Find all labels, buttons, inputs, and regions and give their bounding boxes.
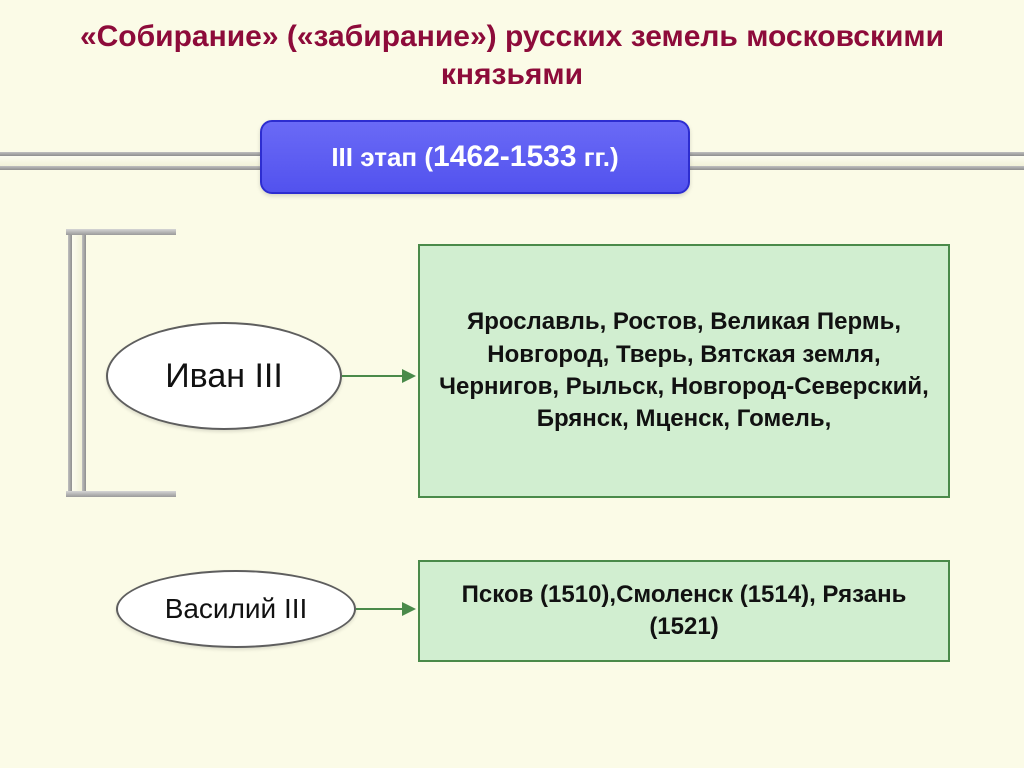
node-vasily-iii-label: Василий III (165, 593, 308, 625)
arrow-vasily-to-lands (356, 608, 404, 610)
node-vasily-lands-text: Псков (1510),Смоленск (1514), Рязань (15… (438, 579, 930, 644)
left-bracket (68, 232, 86, 494)
node-ivan-lands: Ярославль, Ростов, Великая Пермь, Новгор… (418, 244, 950, 498)
node-vasily-lands: Псков (1510),Смоленск (1514), Рязань (15… (418, 560, 950, 662)
node-ivan-lands-text: Ярославль, Ростов, Великая Пермь, Новгор… (438, 306, 930, 436)
stage-box: III этап (1462-1533 гг.) (260, 120, 690, 194)
stage-label: III этап (1462-1533 гг.) (331, 140, 618, 174)
node-ivan-iii-label: Иван III (165, 357, 283, 396)
left-bracket-cap-bottom (66, 491, 176, 497)
left-bracket-r (82, 232, 86, 494)
stage-suffix: гг.) (577, 142, 619, 172)
node-ivan-iii: Иван III (106, 322, 342, 430)
arrow-ivan-to-lands (342, 375, 404, 377)
slide-title-text: «Собирание» («забирание») русских земель… (80, 20, 944, 91)
stage-years: 1462-1533 (433, 140, 576, 173)
node-vasily-iii: Василий III (116, 570, 356, 648)
slide-title: «Собирание» («забирание») русских земель… (0, 0, 1024, 93)
left-bracket-m (72, 232, 82, 494)
left-bracket-cap-top (66, 229, 176, 235)
arrow-ivan-to-lands-head (402, 369, 416, 383)
stage-prefix: III этап ( (331, 142, 433, 172)
arrow-vasily-to-lands-head (402, 602, 416, 616)
